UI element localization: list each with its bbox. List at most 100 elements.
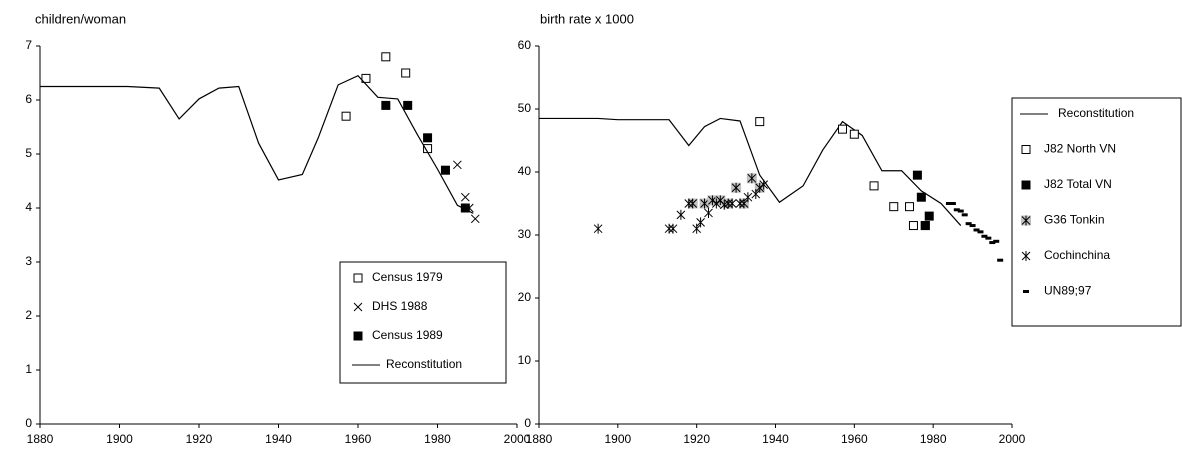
x-tick-label: 1940: [265, 432, 292, 446]
y-tick-label: 2: [25, 308, 32, 322]
marker-shape: [905, 202, 915, 212]
y-tick-label: 50: [518, 101, 532, 115]
marker-shape: [849, 129, 859, 139]
point: [905, 202, 915, 212]
point: [676, 209, 686, 220]
y-tick-label: 40: [518, 164, 532, 178]
x-tick-label: 1880: [27, 432, 54, 446]
x-tick-label: 2000: [999, 432, 1026, 446]
point: [993, 239, 1000, 243]
legend-key: [1023, 290, 1029, 293]
point: [341, 111, 351, 121]
marker-shape: [953, 208, 960, 212]
point: [719, 199, 729, 210]
marker-shape: [916, 192, 926, 202]
legend-key: [1021, 251, 1031, 261]
marker-shape: [381, 52, 391, 62]
point: [997, 258, 1004, 262]
y-tick-label: 0: [25, 416, 32, 430]
point: [403, 100, 413, 110]
marker-shape: [403, 100, 413, 110]
marker-shape: [353, 331, 363, 341]
point: [889, 202, 899, 212]
legend-box: [339, 261, 507, 384]
marker-shape: [460, 192, 470, 202]
point: [920, 221, 930, 231]
marker-shape: [1021, 180, 1031, 190]
marker-shape: [889, 202, 899, 212]
marker-shape: [341, 111, 351, 121]
marker-shape: [423, 133, 433, 143]
marker-shape: [977, 230, 984, 234]
y-axis-label: birth rate x 1000: [540, 11, 634, 26]
y-tick-label: 4: [25, 200, 32, 214]
marker-shape: [453, 160, 462, 170]
marker-shape: [912, 170, 922, 180]
legend-label: Reconstitution: [1058, 106, 1134, 120]
point: [381, 100, 391, 110]
marker-shape: [869, 181, 879, 191]
point: [684, 198, 694, 209]
marker-shape: [755, 117, 765, 127]
x-tick-label: 1980: [424, 432, 451, 446]
y-tick-label: 20: [518, 290, 532, 304]
legend-label: UN89;97: [1044, 284, 1092, 298]
marker-shape: [1021, 145, 1031, 154]
marker-shape: [838, 124, 848, 134]
point: [704, 207, 713, 218]
marker-shape: [353, 273, 363, 283]
point: [916, 192, 926, 202]
legend-label: J82 Total VN: [1044, 177, 1112, 191]
marker-shape: [1023, 290, 1029, 293]
point: [754, 182, 765, 193]
y-tick-label: 1: [25, 362, 32, 376]
y-tick-label: 6: [25, 92, 32, 106]
point: [668, 223, 678, 234]
x-tick-label: 1900: [604, 432, 631, 446]
point: [692, 223, 702, 234]
point: [453, 160, 462, 170]
point: [957, 209, 964, 213]
point: [743, 192, 753, 203]
point: [838, 124, 848, 134]
marker-shape: [353, 302, 363, 312]
legend-label: DHS 1988: [372, 299, 428, 313]
point: [707, 195, 718, 206]
legend-key: [353, 331, 363, 341]
point: [924, 211, 934, 221]
marker-shape: [401, 68, 411, 78]
marker-shape: [997, 258, 1004, 262]
legend-label: Cochinchina: [1044, 248, 1110, 262]
point: [440, 165, 450, 175]
y-tick-label: 30: [518, 227, 532, 241]
y-tick-label: 3: [25, 254, 32, 268]
point: [696, 217, 705, 228]
point: [361, 73, 371, 83]
point: [755, 117, 765, 127]
marker-shape: [908, 221, 918, 231]
point: [989, 241, 996, 245]
legend-label: Reconstitution: [386, 357, 462, 371]
marker-shape: [985, 236, 992, 240]
x-tick-label: 1960: [345, 432, 372, 446]
legend-label: Census 1979: [372, 270, 443, 284]
marker-shape: [381, 100, 391, 110]
x-tick-label: 1900: [106, 432, 133, 446]
point: [973, 228, 980, 232]
line: [539, 117, 962, 226]
marker-shape: [361, 73, 371, 83]
point: [381, 52, 391, 62]
y-tick-label: 5: [25, 146, 32, 160]
point: [751, 189, 761, 200]
legend-box: [1011, 97, 1182, 327]
marker-shape: [993, 239, 1000, 243]
point: [985, 236, 992, 240]
marker-shape: [945, 202, 952, 205]
marker-shape: [924, 211, 934, 221]
line: [40, 74, 474, 214]
legend-key: [353, 273, 363, 283]
y-axis-label: children/woman: [35, 11, 126, 26]
x-tick-label: 2000: [504, 432, 531, 446]
